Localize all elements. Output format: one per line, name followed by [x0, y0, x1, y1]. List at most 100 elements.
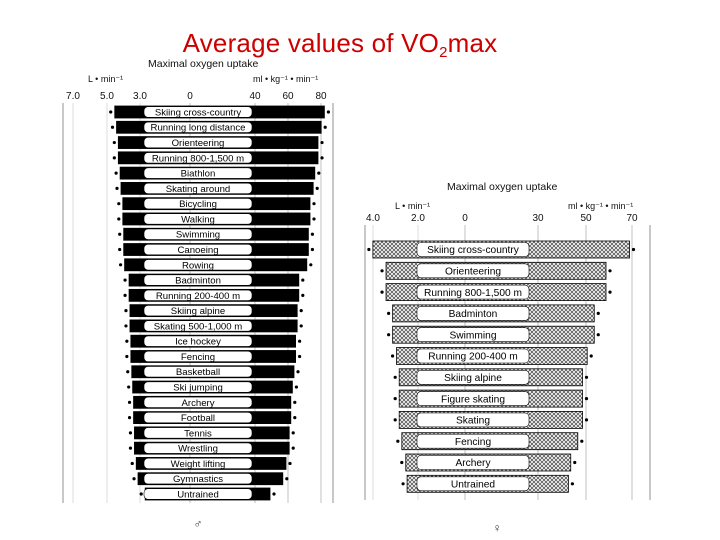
women-category-label: Badminton — [449, 309, 498, 320]
men-bar-start-dot — [132, 477, 136, 481]
men-category-label: Tennis — [184, 428, 212, 439]
men-category-label: Running 200-400 m — [156, 291, 240, 302]
men-category-label: Walking — [181, 214, 215, 225]
women-bar-end-dot — [573, 460, 577, 465]
men-bar-start-dot — [114, 171, 118, 175]
men-category-label: Skiing alpine — [171, 306, 225, 317]
women-category-label: Skating — [456, 416, 490, 427]
men-bar-start-dot — [109, 110, 113, 114]
men-category-label-box — [143, 488, 253, 500]
men-bar-start-dot — [125, 354, 129, 359]
men-bar-start-dot — [123, 278, 127, 282]
women-category-label-box — [416, 476, 530, 492]
men-category-label-box — [143, 381, 253, 393]
women-right-tick-label: 50 — [580, 213, 592, 224]
men-left-tick-label: 5.0 — [100, 91, 114, 102]
women-bar-end-dot — [589, 354, 593, 358]
men-bar-start-dot — [112, 140, 116, 145]
women-bar-start-dot — [393, 418, 397, 422]
women-category-label-box — [416, 306, 530, 321]
women-category-label-box — [416, 369, 530, 385]
women-chart-title: Maximal oxygen uptake — [447, 181, 557, 193]
women-bar-start-dot — [396, 439, 400, 443]
men-category-label-box — [143, 228, 253, 240]
men-bar-end-dot — [326, 110, 330, 114]
women-bar-start-dot — [393, 397, 397, 401]
men-category-label: Swimming — [176, 230, 220, 241]
women-category-label-box — [416, 263, 530, 279]
men-left-axis-unit: L • min⁻¹ — [88, 74, 123, 84]
men-bar-start-dot — [123, 293, 127, 297]
chart-women: Maximal oxygen uptake L • min⁻¹ ml • kg⁻¹ … — [364, 181, 651, 535]
men-bar-start-dot — [118, 263, 123, 267]
men-category-label: Biathlon — [181, 169, 216, 180]
women-bar-end-dot — [584, 375, 589, 379]
men-bar-end-dot — [272, 492, 276, 496]
women-right-tick-label: 30 — [532, 213, 544, 224]
men-bar-end-dot — [301, 293, 305, 297]
women-category-label-box — [416, 455, 530, 470]
men-category-label: Orienteering — [172, 138, 225, 149]
men-category-label: Running 800-1,500 m — [152, 153, 244, 164]
men-category-label-box — [143, 289, 253, 301]
men-category-label-box — [143, 366, 253, 378]
men-category-label-box — [143, 137, 253, 149]
men-category-label: Canoeing — [177, 245, 218, 256]
men-footer-symbol: ♂ — [194, 517, 203, 531]
women-category-label: Archery — [455, 458, 491, 469]
men-category-label: Skating around — [166, 184, 231, 195]
men-bar-start-dot — [112, 156, 116, 160]
men-bar-end-dot — [291, 431, 295, 435]
men-bar-start-dot — [118, 247, 122, 252]
men-bar-end-dot — [315, 186, 319, 190]
men-bar-end-dot — [298, 354, 302, 359]
men-bar-start-dot — [117, 202, 121, 206]
men-category-label: Ice hockey — [175, 337, 221, 348]
men-bar-end-dot — [312, 202, 316, 206]
men-category-label-box — [143, 412, 253, 424]
men-category-label: Fencing — [181, 352, 215, 363]
men-bar-start-dot — [128, 446, 133, 450]
men-bar-end-dot — [310, 247, 314, 252]
women-bar-start-dot — [390, 354, 395, 358]
men-category-label-box — [143, 167, 253, 179]
title-prefix: Average values of VO — [182, 28, 440, 58]
men-category-label-box — [143, 396, 253, 408]
men-category-label: Football — [181, 413, 215, 424]
men-category-label: Basketball — [176, 367, 220, 378]
women-bar-start-dot — [387, 311, 391, 315]
men-category-label-box — [143, 457, 253, 469]
men-category-label-box — [143, 305, 253, 317]
men-bar-end-dot — [299, 309, 303, 313]
women-right-axis-unit: ml • kg⁻¹ • min⁻¹ — [568, 201, 633, 211]
women-category-label-box — [416, 412, 530, 428]
men-bar-end-dot — [301, 278, 305, 282]
men-category-label-box — [143, 427, 253, 439]
men-category-label-box — [143, 350, 253, 363]
women-left-tick-label: 4.0 — [366, 213, 380, 224]
men-bar-end-dot — [293, 416, 297, 420]
men-bar-start-dot — [124, 324, 128, 328]
men-bar-end-dot — [288, 461, 292, 466]
men-category-label-box — [143, 213, 253, 225]
men-bar-end-dot — [294, 385, 298, 389]
women-category-label: Skiing alpine — [444, 373, 502, 384]
title-subscript: 2 — [439, 44, 448, 61]
men-category-label-box — [143, 320, 253, 332]
men-bar-start-dot — [124, 309, 128, 313]
women-bar-end-dot — [596, 333, 600, 337]
men-bar-end-dot — [309, 263, 313, 267]
men-category-label: Badminton — [175, 276, 221, 287]
women-category-label-box — [416, 284, 530, 300]
women-bar-start-dot — [367, 247, 371, 252]
women-category-label: Swimming — [450, 330, 497, 341]
men-right-tick-label: 0 — [187, 91, 193, 102]
men-right-axis-unit: ml • kg⁻¹ • min⁻¹ — [253, 74, 318, 84]
men-category-label: Weight lifting — [171, 459, 226, 470]
men-bar-start-dot — [127, 400, 132, 404]
men-left-tick-label: 7.0 — [66, 91, 80, 102]
men-bar-end-dot — [298, 339, 302, 343]
women-category-label-box — [416, 242, 530, 257]
men-category-label: Skiing cross-country — [155, 107, 242, 118]
men-bar-start-dot — [130, 461, 134, 466]
